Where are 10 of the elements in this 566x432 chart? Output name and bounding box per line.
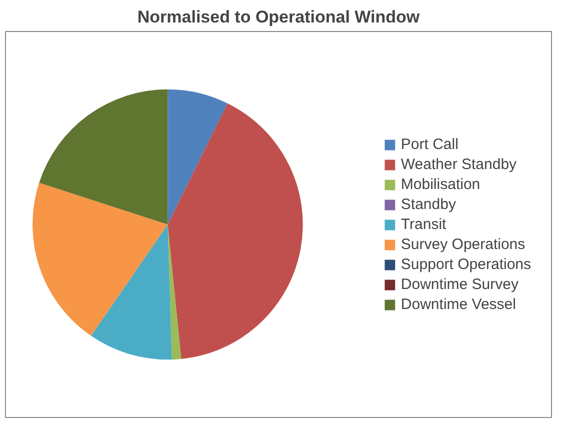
legend-label: Downtime Vessel	[400, 295, 516, 313]
legend-label: Mobilisation	[400, 175, 480, 193]
legend-label: Downtime Survey	[400, 275, 518, 293]
legend-label: Port Call	[400, 135, 458, 153]
chart-title: Normalised to Operational Window	[137, 8, 420, 26]
legend-label: Survey Operations	[400, 235, 526, 253]
legend-label: Transit	[400, 215, 446, 233]
legend-label: Standby	[400, 195, 456, 213]
legend-label: Weather Standby	[400, 155, 517, 173]
legend-label: Support Operations	[400, 255, 531, 273]
